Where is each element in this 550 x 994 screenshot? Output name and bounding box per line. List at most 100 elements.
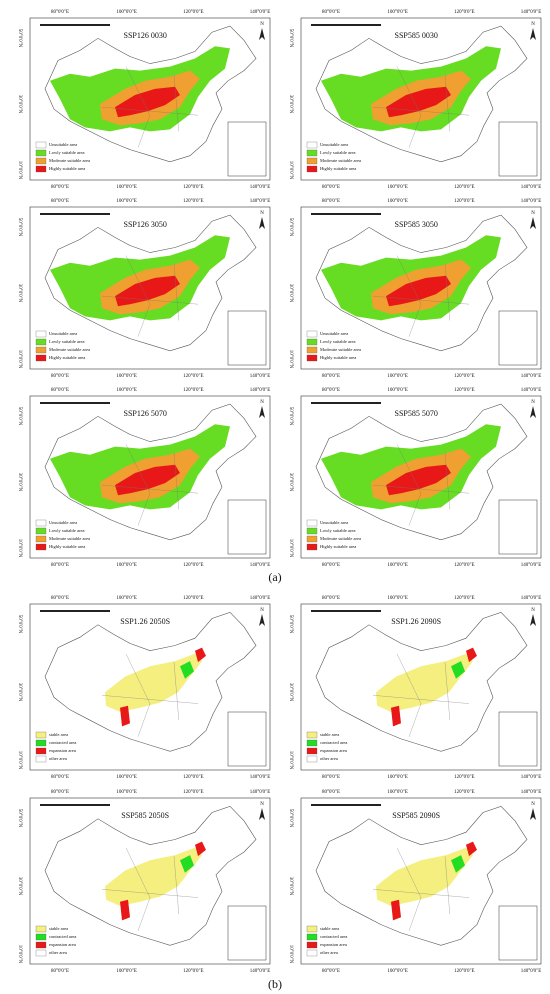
inset-box	[227, 499, 267, 555]
region	[120, 705, 130, 727]
legend-label: Moderate suitable area	[49, 158, 90, 163]
legend-swatch	[306, 527, 318, 535]
scale-bar	[40, 402, 110, 404]
north-arrow	[259, 808, 265, 820]
legend-swatch	[306, 739, 318, 747]
lat-label: 10°0'0"N	[288, 161, 293, 180]
legend-swatch	[306, 925, 318, 933]
legend-label: expansion area	[49, 942, 76, 947]
lon-label: 80°0'0"E	[322, 563, 340, 568]
lon-label: 120°0'0"E	[454, 790, 475, 795]
legend-label: other area	[320, 756, 338, 761]
region	[105, 653, 202, 712]
legend-label: Lowly suitable area	[49, 339, 85, 344]
legend-label: other area	[49, 756, 67, 761]
lon-label: 120°0'0"E	[183, 790, 204, 795]
lat-label: 30°0'0"N	[288, 683, 293, 702]
lon-label: 120°0'0"E	[183, 969, 204, 974]
north-label: N	[260, 211, 264, 216]
lon-label: 140°0'0"E	[521, 775, 542, 780]
map-body: N SSP585 2050S stable area contracted area e…	[35, 802, 267, 961]
lon-label: 80°0'0"E	[322, 790, 340, 795]
legend-swatch	[35, 141, 47, 149]
legend-label: Highly suitable area	[49, 544, 85, 549]
lat-label: 50°0'0"N	[17, 218, 22, 237]
lon-label: 120°0'0"E	[454, 199, 475, 204]
legend-label: other area	[49, 950, 67, 955]
lon-label: 80°0'0"E	[51, 185, 69, 190]
inset-box	[227, 121, 267, 177]
lat-label: 10°0'0"N	[288, 945, 293, 964]
lon-label: 100°0'0"E	[387, 388, 408, 393]
panel-title: SSP126 0030	[124, 31, 167, 40]
north-arrow	[530, 808, 536, 820]
lon-label: 140°0'0"E	[250, 790, 271, 795]
lon-label: 120°0'0"E	[183, 388, 204, 393]
panel-title: SSP585 5070	[395, 409, 438, 418]
legend-label: expansion area	[320, 748, 347, 753]
province-lines	[101, 847, 199, 931]
map-panel: 80°0'0"E 80°0'0"E 100°0'0"E 100°0'0"E 120°0'…	[17, 790, 271, 974]
north-arrow	[259, 28, 265, 40]
lon-label: 100°0'0"E	[387, 10, 408, 15]
map-body: N SSP126 3050 Unsuitable area Lowly suitabl…	[35, 211, 267, 366]
map-body: N SSP585 5070 Unsuitable area Lowly suitabl…	[306, 400, 538, 555]
lat-label: 50°0'0"N	[17, 615, 22, 634]
lon-label: 140°0'0"E	[521, 10, 542, 15]
legend-label: Lowly suitable area	[320, 150, 356, 155]
map-panel: 80°0'0"E 80°0'0"E 100°0'0"E 100°0'0"E 120°0'…	[288, 10, 542, 190]
north-label: N	[531, 400, 535, 405]
lat-label: 30°0'0"N	[288, 284, 293, 303]
lat-label: 10°0'0"N	[288, 539, 293, 558]
panel-title: SSP585 3050	[395, 220, 438, 229]
lon-label: 120°0'0"E	[183, 10, 204, 15]
legend-swatch	[35, 941, 47, 949]
lon-label: 80°0'0"E	[322, 775, 340, 780]
legend-swatch	[306, 755, 318, 763]
lat-label: 10°0'0"N	[288, 751, 293, 770]
province-lines	[101, 255, 199, 337]
lon-label: 120°0'0"E	[454, 374, 475, 379]
lon-label: 120°0'0"E	[183, 374, 204, 379]
north-arrow	[530, 614, 536, 626]
map-panel: 80°0'0"E 80°0'0"E 100°0'0"E 100°0'0"E 120°0'…	[17, 199, 271, 379]
panel-title: SSP585 2050S	[121, 811, 169, 820]
north-label: N	[260, 400, 264, 405]
lon-label: 100°0'0"E	[387, 199, 408, 204]
panel-title: SSP1.26 2050S	[120, 617, 170, 626]
lat-label: 10°0'0"N	[17, 350, 22, 369]
region	[105, 847, 202, 906]
scale-bar	[311, 402, 381, 404]
lon-label: 120°0'0"E	[454, 969, 475, 974]
lon-label: 120°0'0"E	[454, 388, 475, 393]
legend-swatch	[306, 949, 318, 957]
lat-label: 50°0'0"N	[288, 29, 293, 48]
legend-label: Lowly suitable area	[49, 528, 85, 533]
lon-label: 80°0'0"E	[51, 775, 69, 780]
north-arrow	[530, 217, 536, 229]
legend-swatch	[306, 535, 318, 543]
legend-label: other area	[320, 950, 338, 955]
lon-label: 80°0'0"E	[322, 185, 340, 190]
legend-label: Unsuitable area	[320, 331, 348, 336]
map-panel: 80°0'0"E 80°0'0"E 100°0'0"E 100°0'0"E 120°0'…	[288, 199, 542, 379]
legend-swatch	[35, 747, 47, 755]
legend-swatch	[306, 157, 318, 165]
province-lines	[101, 653, 199, 737]
north-label: N	[531, 22, 535, 27]
lon-label: 120°0'0"E	[183, 185, 204, 190]
lon-label: 80°0'0"E	[51, 199, 69, 204]
legend-swatch	[35, 739, 47, 747]
lon-label: 140°0'0"E	[250, 775, 271, 780]
lat-label: 50°0'0"N	[288, 809, 293, 828]
legend-label: Moderate suitable area	[49, 347, 90, 352]
inset-box	[498, 711, 538, 767]
lon-label: 100°0'0"E	[387, 790, 408, 795]
panel-title: SSP585 0030	[395, 31, 438, 40]
legend-label: Unsuitable area	[49, 520, 77, 525]
legend-swatch	[306, 941, 318, 949]
lon-label: 140°0'0"E	[521, 185, 542, 190]
legend-swatch	[306, 933, 318, 941]
legend-label: Moderate suitable area	[320, 536, 361, 541]
